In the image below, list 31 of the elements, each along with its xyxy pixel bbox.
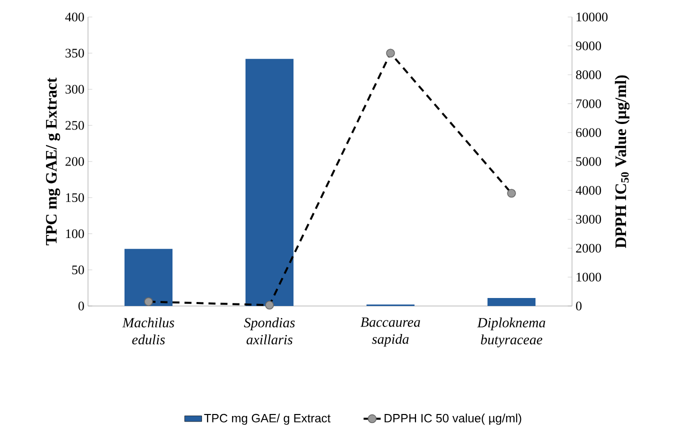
y-tick-label: 50 (72, 265, 84, 274)
y-tick-label: 350 (66, 48, 84, 58)
y2-tick-label: 6000 (576, 128, 602, 137)
y2-tick-label: 3000 (576, 214, 602, 224)
y2-tick-label: 5000 (576, 157, 602, 166)
y2-tick-label: 8000 (576, 70, 602, 80)
y-tick-label: 150 (66, 193, 84, 202)
y2-tick-label: 7000 (576, 99, 602, 108)
legend-label: DPPH IC 50 value( µg/ml) (384, 414, 522, 425)
y2-tick-label: 1000 (576, 272, 602, 282)
bar (124, 248, 172, 306)
y2-tick-label: 10000 (576, 12, 608, 22)
y2-tick-label: 9000 (576, 42, 602, 50)
y-axis-title: TPC mg GAE/ g Extract (46, 78, 60, 246)
legend-label: TPC mg GAE/ g Extract (204, 414, 331, 425)
x-tick-label: Machilus edulis (122, 318, 174, 344)
x-tick-label: Baccaurea sapida (360, 318, 420, 347)
y-tick-label: 250 (66, 120, 84, 130)
y-tick-label: 100 (66, 229, 84, 238)
bar (488, 298, 536, 306)
y2-tick-label: 0 (576, 302, 582, 310)
y-tick-label: 300 (66, 84, 84, 94)
y-tick-label: 0 (78, 302, 84, 310)
y2-tick-label: 4000 (576, 186, 602, 195)
bar (246, 58, 294, 306)
y2-tick-label: 2000 (576, 244, 602, 253)
y-tick-label: 200 (66, 157, 84, 166)
x-tick-label: Diploknema butyraceae (477, 318, 546, 348)
x-tick-label: Spondias axillaris (244, 318, 295, 344)
y2-axis-title: DPPH IC$_{50}$ Value (µg/ml) (614, 75, 630, 248)
y-tick-label: 400 (65, 12, 84, 22)
